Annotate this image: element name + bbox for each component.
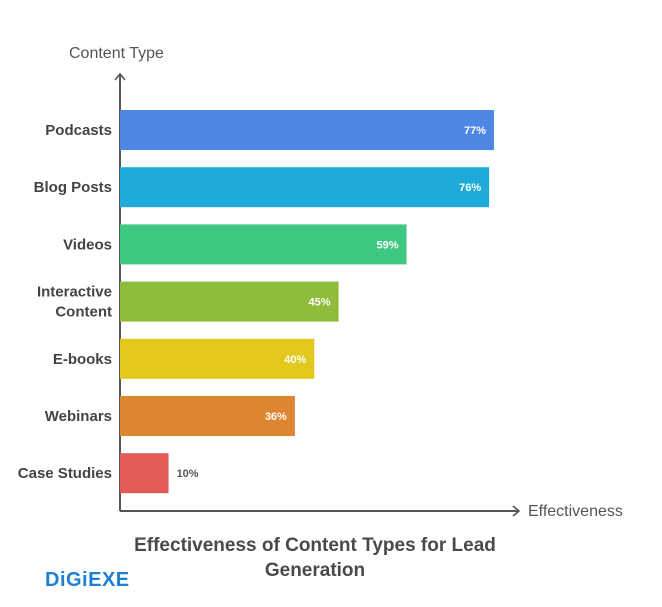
category-label: Videos — [63, 236, 112, 253]
bar — [120, 167, 490, 208]
chart-title: Effectiveness of Content Types for Lead … — [134, 535, 496, 581]
bar — [120, 396, 295, 436]
category-label: Interactive Content — [37, 284, 112, 321]
bar — [120, 224, 407, 265]
data-label: 45% — [309, 297, 331, 309]
category-label: Blog Posts — [34, 179, 112, 196]
data-label: 76% — [459, 182, 481, 194]
brand-logo: DiGiEXE — [45, 569, 130, 591]
category-label: E-books — [53, 351, 112, 368]
x-axis-arrow-icon — [512, 505, 521, 517]
data-label: 77% — [464, 125, 486, 137]
y-axis-arrow-icon — [114, 72, 126, 81]
bar — [120, 453, 169, 494]
data-label: 40% — [284, 354, 306, 366]
bar — [120, 281, 339, 322]
data-label: 36% — [265, 411, 287, 423]
data-label: 59% — [377, 239, 399, 251]
bar — [120, 110, 494, 150]
category-label: Case Studies — [18, 465, 112, 482]
category-label: Webinars — [45, 408, 112, 425]
x-axis-label: Effectiveness — [528, 503, 623, 520]
y-axis-label: Content Type — [69, 45, 164, 62]
category-label: Podcasts — [45, 122, 112, 139]
bar — [120, 338, 315, 379]
data-label: 10% — [177, 468, 199, 480]
